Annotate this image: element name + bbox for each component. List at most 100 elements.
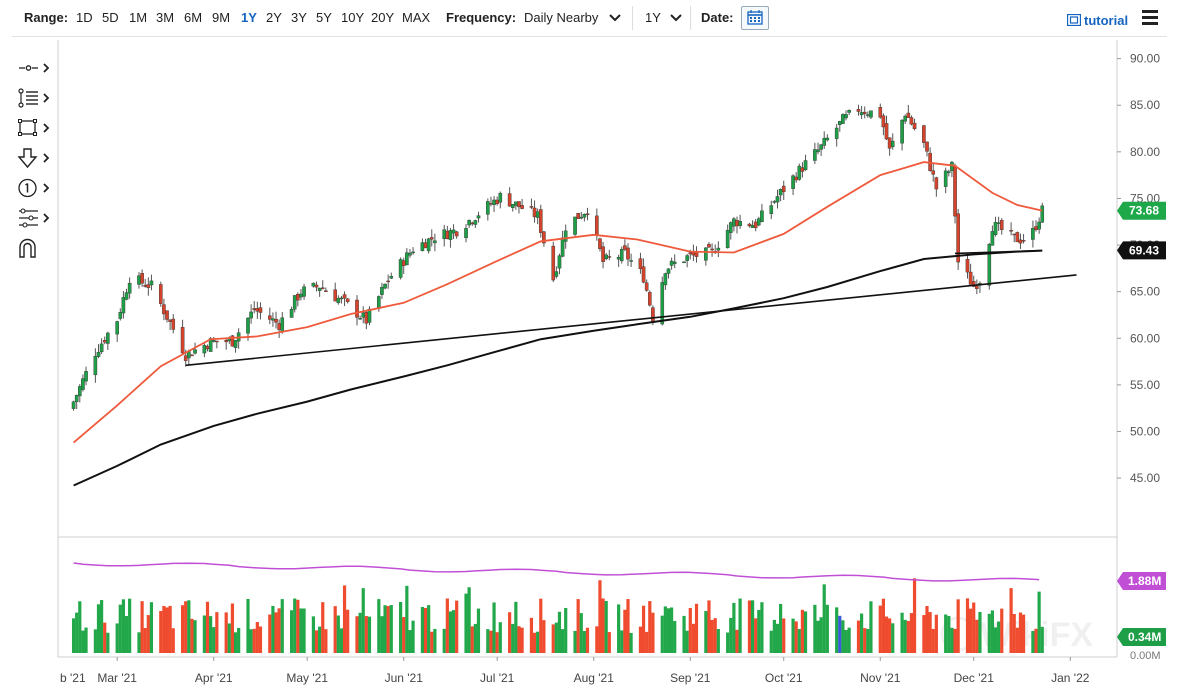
volume-bar [467, 587, 471, 653]
candle-body [579, 216, 584, 219]
volume-bar [367, 616, 372, 653]
range-10y[interactable]: 10Y [341, 10, 365, 25]
candle-body [102, 340, 107, 343]
volume-bar [997, 621, 1001, 653]
volume-bar [912, 578, 917, 653]
volume-bar [956, 599, 960, 653]
volume-bar [473, 623, 477, 653]
volume-bar [944, 614, 948, 653]
volume-bar [402, 617, 406, 653]
film-icon[interactable] [1067, 14, 1081, 26]
volume-bar [476, 608, 481, 653]
range-9m[interactable]: 9M [212, 10, 231, 25]
volume-bar [342, 585, 347, 653]
volume-bar [268, 614, 272, 653]
y-tick-label: 55.00 [1130, 378, 1160, 392]
candle-body [389, 276, 394, 279]
volume-bar [255, 622, 259, 653]
frequency-select[interactable]: Daily Nearby [524, 10, 599, 25]
fibonacci-tool[interactable] [16, 86, 56, 110]
numbered-marker-tool[interactable] [16, 176, 56, 200]
volume-bar [143, 627, 147, 653]
volume-bar [121, 599, 126, 653]
candle-body [408, 252, 412, 256]
candle-body [987, 243, 992, 286]
range-1d[interactable]: 1D [76, 10, 93, 25]
volume-bar [532, 632, 537, 653]
range-1y[interactable]: 1Y [241, 10, 257, 25]
last-price-text: 73.68 [1129, 204, 1159, 218]
range-1m[interactable]: 1M [129, 10, 148, 25]
volume-bar [492, 602, 496, 653]
candle-body [641, 266, 646, 283]
range-5d[interactable]: 5D [102, 10, 119, 25]
candle-body [912, 122, 917, 130]
frequency-chevron-down-icon[interactable] [609, 14, 621, 22]
candle-body [750, 225, 755, 228]
date-picker-button[interactable] [741, 6, 769, 30]
candle-body [856, 109, 861, 112]
volume-bar [813, 604, 817, 653]
volume-bar [455, 600, 459, 653]
volume-bar [464, 593, 468, 653]
period-chevron-down-icon[interactable] [670, 14, 682, 22]
candle-body [529, 206, 534, 208]
candle-body [841, 114, 845, 124]
candle-body [255, 308, 260, 312]
volume-bar [604, 600, 608, 653]
candle-body [277, 323, 281, 330]
volume-bar [290, 610, 294, 653]
tools-list[interactable] [16, 206, 56, 230]
candle-body [595, 215, 599, 236]
volume-bar [529, 617, 534, 653]
volume-bar [969, 608, 973, 653]
candle-body [127, 282, 132, 294]
volume-bar [710, 619, 714, 653]
volume-bar [878, 605, 882, 653]
candle-body [405, 252, 409, 266]
arrow-down-tool[interactable] [16, 146, 56, 170]
tutorial-link[interactable]: tutorial [1084, 13, 1129, 28]
candle-body [616, 256, 621, 260]
range-6m[interactable]: 6M [184, 10, 203, 25]
candle-body [669, 260, 674, 266]
volume-bar [386, 605, 390, 653]
volume-bar [573, 630, 577, 653]
volume-bar [246, 598, 250, 653]
candle-body [685, 255, 689, 261]
volume-bar [775, 623, 780, 653]
candle-body [993, 222, 998, 235]
x-tick-label: Dec '21 [954, 671, 995, 685]
y-tick-label: 45.00 [1130, 471, 1160, 485]
magnet-tool[interactable] [16, 236, 56, 260]
candle-body [844, 114, 848, 119]
candle-body [1015, 232, 1020, 243]
period-select[interactable]: 1Y [645, 10, 661, 25]
volume-bar [280, 599, 284, 653]
volume-bar [451, 610, 456, 653]
candle-body [367, 308, 372, 323]
range-5y[interactable]: 5Y [316, 10, 332, 25]
candle-body [747, 223, 752, 227]
volume-bar [146, 615, 150, 653]
candle-body [143, 284, 148, 287]
candle-body [202, 345, 207, 354]
volume-bar [794, 621, 798, 653]
candle-body [495, 199, 499, 204]
candle-body [289, 309, 294, 318]
range-3y[interactable]: 3Y [291, 10, 307, 25]
candle-body [999, 220, 1004, 230]
range-2y[interactable]: 2Y [266, 10, 282, 25]
volume-bar [227, 623, 231, 653]
volume-bar [928, 612, 932, 653]
range-3m[interactable]: 3M [156, 10, 175, 25]
candle-body [1031, 228, 1035, 240]
range-20y[interactable]: 20Y [371, 10, 395, 25]
crosshair-tool[interactable] [16, 56, 56, 80]
range-max[interactable]: MAX [402, 10, 431, 25]
hamburger-menu-icon[interactable] [1142, 10, 1158, 25]
candle-body [797, 165, 802, 180]
rectangle-tool[interactable] [16, 116, 56, 140]
candle-body [728, 222, 733, 233]
